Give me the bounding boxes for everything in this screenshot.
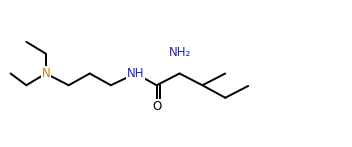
Text: O: O: [152, 100, 161, 113]
Text: NH: NH: [127, 67, 144, 80]
Text: N: N: [42, 67, 50, 80]
Text: NH₂: NH₂: [168, 46, 191, 59]
